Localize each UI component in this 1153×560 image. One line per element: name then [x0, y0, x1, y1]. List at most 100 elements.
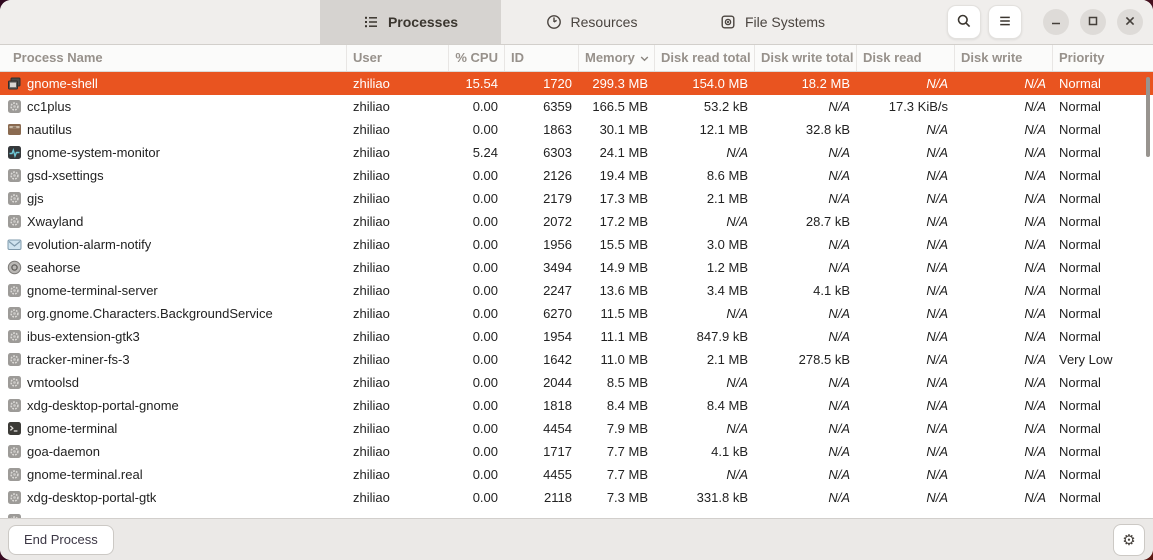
- cell-cpu: 0.00: [472, 467, 498, 482]
- table-row[interactable]: goa-daemon zhiliao 0.00 1717 7.7 MB 4.1 kB N/A…: [0, 440, 1153, 463]
- process-name-cell: gnome-terminal: [0, 417, 346, 440]
- maximize-button[interactable]: [1080, 9, 1106, 35]
- gear-app-icon: [7, 467, 22, 482]
- cell-prio: Very Low: [1059, 352, 1113, 367]
- process-table: gnome-shell zhiliao 15.54 1720 299.3 MB 154.0…: [0, 72, 1153, 518]
- table-row[interactable]: gnome-shell zhiliao 15.54 1720 299.3 MB 154.0…: [0, 72, 1153, 95]
- menu-button[interactable]: [988, 5, 1022, 39]
- table-row[interactable]: ibus-extension-gtk3 zhiliao 0.00 1954 11.1 M…: [0, 325, 1153, 348]
- settings-button[interactable]: ⚙: [1113, 523, 1145, 556]
- column-header-id[interactable]: ID: [504, 45, 578, 71]
- table-row[interactable]: tracker-miner-fs-3 zhiliao 0.00 1642 11.0 MB…: [0, 348, 1153, 371]
- process-name-cell: gjs: [0, 187, 346, 210]
- cell-dwt: N/A: [828, 398, 850, 413]
- search-button[interactable]: [947, 5, 981, 39]
- table-row[interactable]: xdg-desktop-portal-gnome zhiliao 0.00 1818 8…: [0, 394, 1153, 417]
- cell-dw: N/A: [1024, 260, 1046, 275]
- cell-drt: 3.0 MB: [706, 237, 748, 252]
- cell-drt: [654, 509, 754, 518]
- cell-user: zhiliao: [353, 283, 390, 298]
- cell-prio: Normal: [1059, 260, 1101, 275]
- cell-cpu: 0.00: [472, 99, 498, 114]
- table-row[interactable]: org.gnome.Characters.BackgroundService zh…: [0, 302, 1153, 325]
- table-row[interactable]: evolution-alarm-notify zhiliao 0.00 1956 15.…: [0, 233, 1153, 256]
- terminal-icon: [7, 421, 22, 436]
- cell-dwt: N/A: [828, 306, 850, 321]
- cell-cpu: 0.00: [472, 490, 498, 505]
- column-header-dw[interactable]: Disk write: [954, 45, 1052, 71]
- cell-dw: N/A: [1024, 398, 1046, 413]
- table-row[interactable]: gjs zhiliao 0.00 2179 17.3 MB 2.1 MB N/A N/A N/A…: [0, 187, 1153, 210]
- cell-dr: N/A: [926, 352, 948, 367]
- table-row[interactable]: gnome-system-monitor zhiliao 5.24 6303 24.1 …: [0, 141, 1153, 164]
- cell-prio: Normal: [1059, 444, 1101, 459]
- cell-mem: 7.7 MB: [606, 467, 648, 482]
- gear-app-icon: [7, 444, 22, 459]
- table-row[interactable]: gsd-xsettings zhiliao 0.00 2126 19.4 MB 8.6 M…: [0, 164, 1153, 187]
- column-header-dwt[interactable]: Disk write total: [754, 45, 856, 71]
- process-name-cell: tracker-miner-fs-3: [0, 348, 346, 371]
- table-row[interactable]: nautilus zhiliao 0.00 1863 30.1 MB 12.1 MB 32.…: [0, 118, 1153, 141]
- table-row[interactable]: Xwayland zhiliao 0.00 2072 17.2 MB N/A 28.7 kB…: [0, 210, 1153, 233]
- process-name-cell: seahorse: [0, 256, 346, 279]
- tab-resources[interactable]: Resources: [501, 0, 682, 44]
- table-row[interactable]: gnome-terminal.real zhiliao 0.00 4455 7.7 MB…: [0, 463, 1153, 486]
- cell-user: zhiliao: [353, 421, 390, 436]
- cell-id: 6270: [543, 306, 572, 321]
- gauge-icon: [546, 14, 562, 30]
- table-row[interactable]: gnome-terminal zhiliao 0.00 4454 7.9 MB N/A N/…: [0, 417, 1153, 440]
- cell-id: 6303: [543, 145, 572, 160]
- maximize-icon: [1087, 15, 1099, 30]
- cell-mem: 8.4 MB: [606, 398, 648, 413]
- table-row[interactable]: xdg-desktop-portal-gtk zhiliao 0.00 2118 7.3…: [0, 486, 1153, 509]
- table-row[interactable]: vmtoolsd zhiliao 0.00 2044 8.5 MB N/A N/A N/A N/…: [0, 371, 1153, 394]
- cell-drt: 2.1 MB: [706, 191, 748, 206]
- cell-dr: N/A: [926, 490, 948, 505]
- cell-mem: 15.5 MB: [599, 237, 648, 252]
- cell-dr: N/A: [926, 122, 948, 137]
- column-header-mem[interactable]: Memory: [578, 45, 654, 71]
- cell-user: zhiliao: [353, 444, 390, 459]
- cell-user: zhiliao: [353, 352, 390, 367]
- cell-dw: N/A: [1024, 490, 1046, 505]
- cell-mem: 7.9 MB: [606, 421, 648, 436]
- cell-dw: N/A: [1024, 352, 1046, 367]
- vertical-scrollbar[interactable]: [1146, 77, 1150, 157]
- column-header-user[interactable]: User: [346, 45, 448, 71]
- cell-user: zhiliao: [353, 237, 390, 252]
- cell-dwt: 18.2 MB: [801, 76, 850, 91]
- minimize-button[interactable]: [1043, 9, 1069, 35]
- cell-cpu: 0.00: [472, 214, 498, 229]
- column-header-drt[interactable]: Disk read total: [654, 45, 754, 71]
- cell-cpu: 0.00: [472, 306, 498, 321]
- process-name-cell: gnome-system-monitor: [0, 141, 346, 164]
- end-process-button[interactable]: End Process: [8, 524, 114, 555]
- column-header-cpu[interactable]: % CPU: [448, 45, 504, 71]
- cell-mem: 14.9 MB: [599, 260, 648, 275]
- table-row[interactable]: [0, 509, 1153, 518]
- cell-dw: N/A: [1024, 237, 1046, 252]
- table-row[interactable]: cc1plus zhiliao 0.00 6359 166.5 MB 53.2 kB N/A…: [0, 95, 1153, 118]
- cell-dwt: 28.7 kB: [805, 214, 850, 229]
- process-name-cell: [0, 509, 346, 518]
- titlebar: Processes Resources File Systems: [0, 0, 1153, 45]
- cell-dw: N/A: [1024, 306, 1046, 321]
- close-button[interactable]: [1117, 9, 1143, 35]
- cell-id: 2044: [543, 375, 572, 390]
- tab-file-systems[interactable]: File Systems: [682, 0, 863, 44]
- tab-processes[interactable]: Processes: [320, 0, 501, 44]
- cell-drt: 8.4 MB: [706, 398, 748, 413]
- column-header-name[interactable]: Process Name: [13, 50, 103, 65]
- column-header-dr[interactable]: Disk read: [856, 45, 954, 71]
- cell-id: 1642: [543, 352, 572, 367]
- column-header-prio[interactable]: Priority: [1052, 45, 1153, 71]
- process-list-icon: [363, 14, 379, 30]
- cell-prio: [1052, 509, 1153, 518]
- tab-label: Resources: [570, 14, 638, 30]
- table-row[interactable]: seahorse zhiliao 0.00 3494 14.9 MB 1.2 MB N/A N…: [0, 256, 1153, 279]
- table-row[interactable]: gnome-terminal-server zhiliao 0.00 2247 13.6…: [0, 279, 1153, 302]
- cell-prio: Normal: [1059, 490, 1101, 505]
- cell-dr: 17.3 KiB/s: [888, 99, 948, 114]
- gear-app-icon: [7, 191, 22, 206]
